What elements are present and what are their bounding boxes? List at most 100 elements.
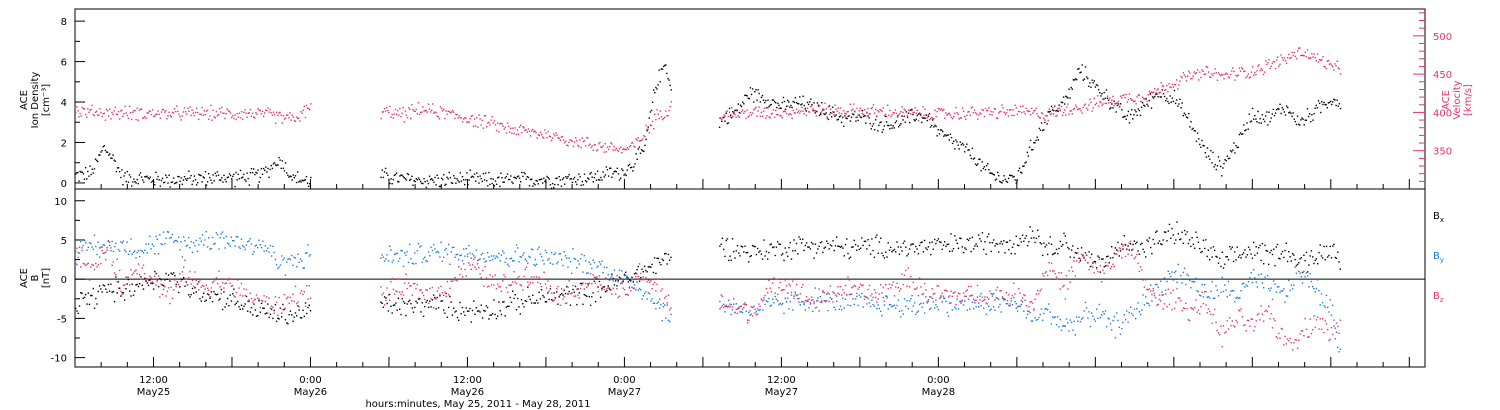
point-Bx: [1318, 251, 1320, 254]
point-density: [1093, 80, 1095, 82]
bottom-ytick-label: 10: [54, 197, 67, 208]
point-By: [598, 261, 601, 263]
point-Bx: [1185, 233, 1187, 236]
point-velocity: [270, 112, 272, 114]
point-velocity: [862, 113, 865, 116]
point-velocity: [927, 114, 930, 116]
point-Bx: [1294, 258, 1296, 261]
point-density: [80, 171, 82, 173]
point-Bx: [657, 257, 660, 260]
point-density: [113, 159, 115, 161]
point-density: [92, 172, 94, 174]
point-By: [1247, 281, 1250, 283]
point-By: [1298, 270, 1300, 272]
point-density: [1027, 155, 1030, 157]
point-velocity: [1079, 108, 1081, 110]
point-velocity: [1105, 102, 1108, 105]
point-Bz: [632, 279, 634, 281]
point-Bx: [1188, 239, 1191, 241]
point-Bx: [1065, 242, 1068, 244]
point-Bx: [985, 253, 987, 255]
point-velocity: [740, 110, 743, 113]
point-Bx: [1281, 250, 1284, 253]
point-By: [1269, 289, 1271, 292]
point-Bx: [573, 291, 575, 293]
point-density: [1034, 142, 1036, 144]
point-By: [885, 295, 887, 297]
point-density: [1338, 103, 1341, 105]
point-velocity: [1088, 104, 1090, 106]
point-Bz: [848, 279, 850, 281]
point-velocity: [1009, 109, 1011, 111]
point-density: [902, 119, 904, 121]
point-Bx: [1230, 248, 1232, 250]
point-density: [836, 119, 838, 121]
point-density: [1084, 66, 1087, 68]
point-velocity: [779, 114, 781, 117]
point-Bx: [399, 308, 401, 310]
point-Bz: [593, 276, 596, 278]
point-Bz: [731, 306, 734, 308]
point-Bx: [473, 300, 475, 302]
point-Bx: [883, 257, 886, 259]
point-velocity: [880, 109, 882, 111]
point-By: [449, 263, 451, 265]
point-By: [1278, 286, 1280, 288]
point-Bx: [661, 258, 663, 260]
point-Bz: [129, 284, 131, 286]
point-By: [1299, 272, 1301, 274]
point-density: [484, 172, 487, 174]
point-Bx: [1308, 264, 1310, 266]
point-density: [440, 177, 443, 179]
point-Bx: [725, 239, 727, 242]
point-Bx: [533, 302, 535, 304]
point-velocity: [1111, 99, 1113, 101]
point-By: [772, 298, 774, 300]
point-By: [1183, 267, 1186, 269]
point-By: [946, 311, 948, 314]
point-By: [422, 258, 425, 260]
point-Bz: [638, 263, 641, 265]
point-velocity: [1336, 60, 1338, 62]
point-By: [834, 308, 837, 311]
point-By: [591, 267, 593, 270]
point-velocity: [84, 113, 87, 116]
point-By: [586, 272, 588, 275]
point-Bz: [1161, 294, 1163, 296]
point-Bz: [544, 283, 547, 285]
point-velocity: [243, 111, 245, 114]
point-Bx: [892, 249, 894, 252]
point-By: [465, 248, 467, 250]
point-density: [197, 182, 199, 184]
point-Bz: [799, 293, 801, 295]
point-velocity: [1093, 97, 1095, 100]
point-velocity: [260, 113, 263, 115]
point-density: [131, 185, 133, 187]
point-By: [1191, 280, 1193, 283]
point-velocity: [555, 132, 557, 134]
point-density: [781, 101, 783, 104]
point-density: [867, 115, 869, 117]
point-Bx: [810, 241, 813, 244]
point-By: [1325, 294, 1328, 296]
point-velocity: [466, 121, 468, 123]
point-density: [822, 109, 824, 111]
point-Bz: [1023, 294, 1025, 296]
point-density: [249, 172, 252, 174]
point-velocity: [1332, 66, 1334, 68]
point-density: [1253, 118, 1255, 120]
point-Bx: [390, 305, 392, 307]
point-Bz: [1278, 332, 1280, 335]
point-density: [731, 117, 733, 119]
point-Bx: [1193, 247, 1196, 249]
point-velocity: [267, 107, 269, 109]
point-Bx: [124, 299, 126, 301]
point-By: [1073, 320, 1075, 322]
point-density: [418, 178, 421, 181]
point-Bx: [157, 286, 160, 288]
point-density: [124, 172, 126, 174]
point-density: [577, 179, 579, 181]
point-Bz: [1049, 270, 1051, 272]
